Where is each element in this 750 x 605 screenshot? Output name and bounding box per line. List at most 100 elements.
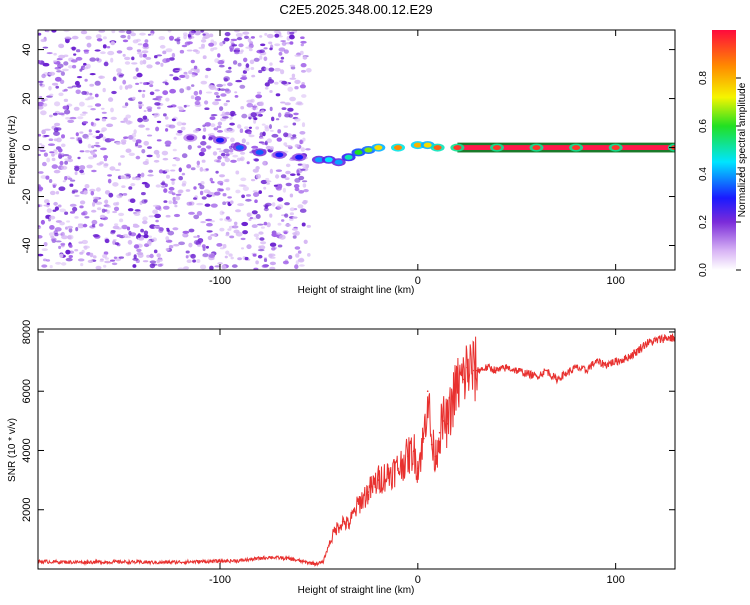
noise-speck <box>126 46 133 51</box>
noise-speck <box>131 133 137 138</box>
noise-speck <box>101 111 107 114</box>
noise-speck <box>164 140 172 146</box>
noise-speck <box>89 252 94 258</box>
noise-speck <box>285 170 291 175</box>
noise-speck <box>150 33 154 36</box>
noise-speck <box>260 43 266 47</box>
noise-speck <box>115 141 121 145</box>
noise-speck <box>95 34 102 39</box>
noise-speck <box>160 62 164 67</box>
noise-speck <box>57 112 65 116</box>
noise-speck <box>210 203 218 208</box>
snr-data-point <box>446 423 449 425</box>
noise-speck <box>143 82 147 86</box>
noise-speck <box>242 186 249 192</box>
noise-speck <box>136 252 144 256</box>
noise-speck <box>197 145 202 149</box>
noise-speck <box>112 210 117 214</box>
noise-speck <box>234 91 238 94</box>
noise-speck <box>183 34 188 40</box>
noise-speck <box>222 83 226 87</box>
noise-speck <box>200 141 207 146</box>
noise-speck <box>125 252 131 257</box>
noise-speck <box>223 102 228 107</box>
noise-speck <box>135 139 142 144</box>
noise-speck <box>306 224 311 228</box>
noise-speck <box>137 117 144 123</box>
noise-speck <box>198 89 203 95</box>
noise-speck <box>132 39 139 44</box>
snr-panel: -100 0 100 2000 4000 6000 8000 Height of strai… <box>7 320 676 596</box>
noise-speck <box>151 263 158 266</box>
noise-speck <box>114 242 120 246</box>
noise-speck <box>42 62 50 67</box>
noise-speck <box>60 153 65 158</box>
noise-speck <box>74 166 80 172</box>
noise-speck <box>162 157 169 161</box>
noise-speck <box>294 79 301 84</box>
noise-speck <box>210 47 214 52</box>
noise-speck <box>251 74 256 78</box>
noise-speck <box>100 147 107 151</box>
noise-speck <box>176 36 181 39</box>
noise-speck <box>78 241 83 244</box>
noise-speck <box>265 180 272 183</box>
noise-speck <box>63 54 69 58</box>
signal-point <box>186 135 195 141</box>
noise-speck <box>156 139 162 142</box>
noise-speck <box>154 102 161 106</box>
snr-data-point <box>426 390 429 393</box>
noise-speck <box>284 223 292 227</box>
noise-speck <box>220 93 227 97</box>
noise-layer <box>38 30 312 270</box>
noise-speck <box>121 185 126 189</box>
noise-speck <box>153 159 160 163</box>
noise-speck <box>75 132 79 137</box>
noise-speck <box>292 216 298 219</box>
noise-speck <box>300 40 307 44</box>
noise-speck <box>168 190 174 194</box>
noise-speck <box>230 256 234 260</box>
noise-speck <box>298 190 305 194</box>
noise-speck <box>258 231 264 235</box>
noise-speck <box>104 260 111 264</box>
noise-speck <box>201 244 206 249</box>
noise-speck <box>173 213 181 218</box>
noise-speck <box>139 53 144 58</box>
noise-speck <box>43 134 50 137</box>
noise-speck <box>161 185 166 188</box>
noise-speck <box>223 148 230 154</box>
noise-speck <box>57 63 64 68</box>
noise-speck <box>292 122 297 126</box>
noise-speck <box>246 244 252 250</box>
noise-speck <box>289 96 296 102</box>
noise-speck <box>116 50 123 54</box>
noise-speck <box>86 137 89 140</box>
noise-speck <box>51 30 57 33</box>
noise-speck <box>199 190 204 196</box>
noise-speck <box>214 191 221 196</box>
noise-speck <box>171 52 176 58</box>
noise-speck <box>94 93 99 98</box>
noise-speck <box>216 243 223 247</box>
noise-speck <box>91 209 97 213</box>
noise-speck <box>63 30 70 33</box>
noise-speck <box>154 89 160 92</box>
noise-speck <box>61 143 66 148</box>
noise-speck <box>98 223 104 227</box>
noise-speck <box>135 142 139 147</box>
noise-speck <box>258 245 262 249</box>
noise-speck <box>233 221 238 226</box>
noise-speck <box>259 101 264 107</box>
noise-speck <box>277 129 282 134</box>
snr-data-point <box>199 560 201 563</box>
noise-speck <box>64 109 71 115</box>
noise-speck <box>259 55 263 60</box>
noise-speck <box>70 59 78 63</box>
noise-speck <box>38 80 44 83</box>
noise-speck <box>61 235 68 240</box>
noise-speck <box>172 76 179 81</box>
noise-speck <box>44 98 48 101</box>
noise-speck <box>40 144 46 150</box>
noise-speck <box>56 70 62 73</box>
